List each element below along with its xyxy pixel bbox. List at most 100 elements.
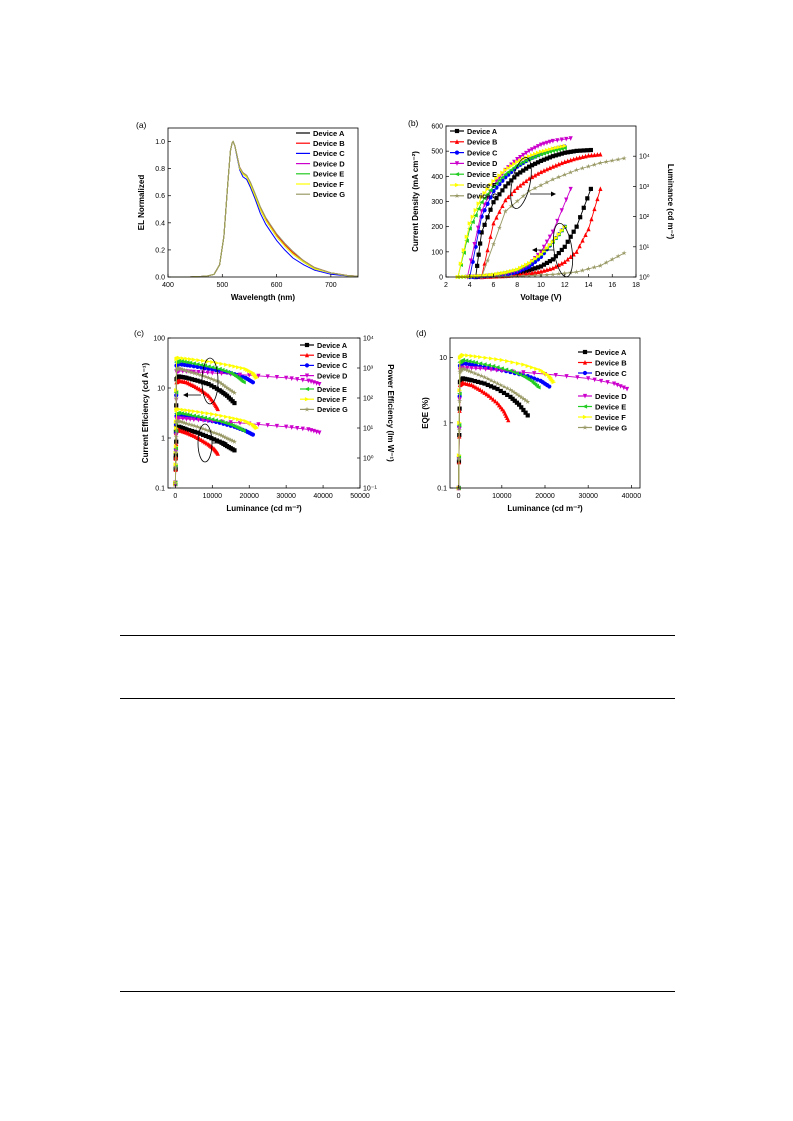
- data-point: [508, 273, 514, 279]
- data-point: [189, 422, 195, 428]
- data-point: [524, 268, 529, 273]
- data-point: [503, 197, 508, 203]
- y-tick-label: 0.0: [155, 275, 165, 282]
- data-point: [609, 256, 615, 262]
- data-point: [178, 419, 184, 424]
- data-point: [502, 172, 508, 177]
- data-point: [488, 188, 493, 193]
- data-point: [609, 157, 615, 163]
- data-point: [538, 169, 544, 175]
- data-point: [187, 412, 193, 418]
- data-point: [551, 380, 557, 385]
- data-point: [176, 418, 182, 424]
- legend-entry-device-e: Device E: [467, 170, 497, 179]
- legend-marker: [582, 370, 588, 376]
- x-tick-label: 40000: [313, 493, 333, 500]
- data-point: [473, 360, 479, 365]
- data-point: [505, 392, 510, 398]
- x-tick-label: 20000: [239, 493, 259, 500]
- legend-marker: [582, 360, 588, 365]
- data-point: [547, 139, 553, 145]
- data-point: [179, 411, 184, 416]
- data-point: [182, 411, 187, 417]
- y-tick-label: 600: [431, 124, 443, 131]
- data-point: [518, 394, 524, 400]
- data-point: [485, 382, 490, 388]
- data-point: [521, 407, 526, 413]
- data-point: [574, 249, 579, 254]
- data-point: [507, 387, 514, 393]
- data-point: [482, 362, 487, 367]
- data-point: [192, 377, 197, 383]
- data-point: [553, 264, 558, 269]
- data-point: [577, 155, 582, 160]
- data-point: [527, 164, 532, 169]
- data-point: [514, 400, 520, 405]
- data-point: [559, 144, 565, 149]
- data-point: [527, 148, 532, 154]
- legend-entry-device-d: Device D: [467, 159, 497, 168]
- data-point: [481, 374, 488, 380]
- data-point: [520, 396, 526, 401]
- data-point: [473, 213, 478, 218]
- data-point: [295, 377, 300, 382]
- data-point: [553, 235, 559, 241]
- data-point: [198, 431, 203, 436]
- data-point: [202, 415, 208, 420]
- data-point: [228, 437, 234, 443]
- data-point: [200, 380, 206, 385]
- data-point: [184, 360, 190, 365]
- data-point: [237, 420, 243, 426]
- data-point: [191, 413, 196, 418]
- data-point: [187, 360, 193, 365]
- data-point: [618, 384, 623, 389]
- data-point: [538, 142, 544, 148]
- data-point: [571, 229, 576, 234]
- legend-entry-device-d: Device D: [313, 159, 345, 168]
- data-point: [514, 198, 520, 204]
- data-point: [173, 395, 179, 401]
- data-point: [506, 417, 511, 423]
- y2-tick-label: 10¹: [363, 426, 374, 433]
- data-point: [189, 369, 195, 375]
- data-point: [176, 410, 182, 415]
- data-point: [213, 418, 219, 423]
- data-point: [508, 167, 514, 172]
- data-point: [500, 203, 505, 209]
- data-point: [192, 429, 197, 434]
- data-point: [575, 375, 580, 380]
- data-point: [555, 218, 560, 224]
- data-point: [497, 271, 502, 276]
- data-point: [196, 409, 201, 415]
- data-point: [491, 396, 496, 402]
- data-point: [509, 178, 514, 183]
- data-point: [529, 270, 535, 276]
- legend-marker: [304, 352, 310, 358]
- data-point: [188, 357, 193, 362]
- data-point: [501, 384, 507, 389]
- table-rule-middle: [120, 698, 675, 699]
- data-point: [547, 242, 553, 248]
- data-point: [224, 414, 229, 419]
- data-point: [508, 394, 513, 399]
- data-point: [456, 427, 462, 433]
- data-point: [581, 148, 586, 153]
- data-point: [467, 221, 473, 226]
- data-point: [550, 146, 556, 151]
- data-point: [586, 376, 591, 381]
- data-point: [191, 357, 197, 362]
- data-point: [580, 154, 585, 160]
- data-point: [187, 428, 192, 433]
- series-line-device-b: [481, 188, 601, 278]
- data-point: [556, 152, 561, 157]
- data-point: [524, 271, 529, 276]
- data-point: [208, 376, 214, 382]
- data-point: [579, 165, 586, 171]
- series-device-g: [479, 250, 627, 280]
- data-point: [495, 386, 500, 392]
- series-device-f: [173, 407, 260, 485]
- data-point: [480, 388, 485, 394]
- data-point: [529, 258, 535, 264]
- data-point: [206, 364, 211, 369]
- y-tick-label: 0.1: [437, 486, 447, 493]
